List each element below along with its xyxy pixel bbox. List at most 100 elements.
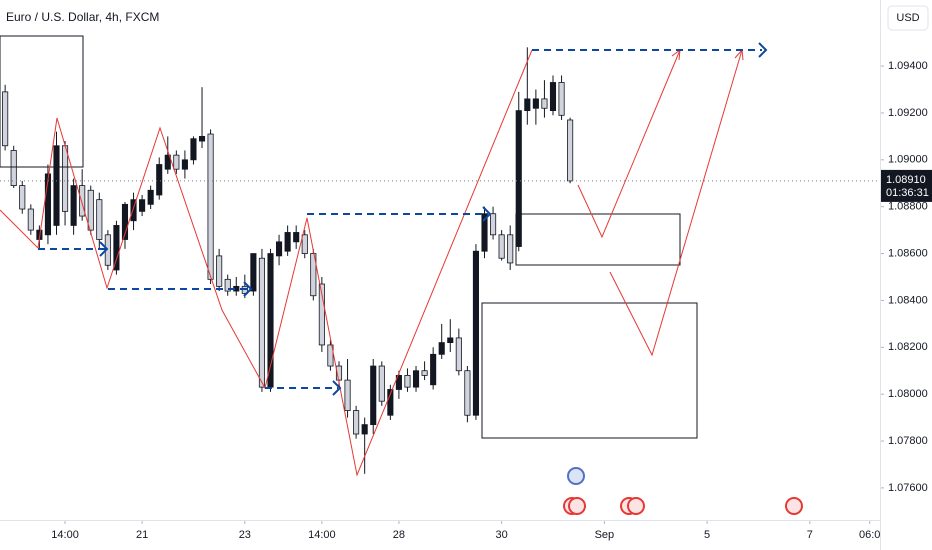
zone-box[interactable] <box>481 302 698 439</box>
candle-body <box>395 375 402 390</box>
candle-body <box>44 173 51 236</box>
x-tick-label: 28 <box>393 529 405 541</box>
candle-body <box>156 164 163 196</box>
zone-box[interactable] <box>0 35 84 168</box>
arrow-head <box>99 241 109 257</box>
candle-body <box>327 344 334 367</box>
event-icon[interactable] <box>568 497 586 515</box>
dashed-levels <box>38 49 762 389</box>
candle-body <box>113 225 120 271</box>
x-tick-label: 14:00 <box>308 529 336 541</box>
candle-body <box>216 255 223 287</box>
y-tick-label: 1.07600 <box>888 482 928 494</box>
y-tick-label: 1.08600 <box>888 247 928 259</box>
candle-body <box>524 98 531 112</box>
candle-body <box>19 185 26 210</box>
candle-body <box>507 234 514 264</box>
candle-body <box>10 150 17 186</box>
chart-title: Euro / U.S. Dollar, 4h, FXCM <box>6 10 159 24</box>
candle-body <box>181 159 188 170</box>
candle-body <box>284 232 291 252</box>
candle-body <box>301 234 308 254</box>
candle-body <box>532 98 539 109</box>
price-label-box <box>881 169 932 202</box>
arrow-head <box>482 206 492 222</box>
event-icons <box>563 467 803 515</box>
x-tick-label: 21 <box>136 529 148 541</box>
arrow-head <box>243 281 253 297</box>
candles <box>2 47 574 474</box>
projection[interactable] <box>609 49 743 357</box>
projection[interactable] <box>577 49 681 239</box>
countdown: 01:36:31 <box>886 187 929 199</box>
y-tick-label: 1.09200 <box>888 107 928 119</box>
candle-body <box>318 283 325 346</box>
candle-body <box>567 119 574 182</box>
candle-body <box>53 145 60 226</box>
candle-body <box>490 213 497 236</box>
y-tick-label: 1.08800 <box>888 201 928 213</box>
x-tick-label: 7 <box>807 529 813 541</box>
event-icon[interactable] <box>785 497 803 515</box>
y-tick-label: 1.08000 <box>888 388 928 400</box>
currency-button[interactable] <box>887 5 929 31</box>
x-tick-label: Sep <box>595 529 615 541</box>
candle-body <box>558 82 565 116</box>
y-tick-label: 1.08400 <box>888 294 928 306</box>
candle-body <box>258 257 265 388</box>
candle-body <box>378 365 385 402</box>
axes: 1.07600 1.07800 1.08000 1.08200 1.08400 1.086… <box>51 60 927 541</box>
arrow-head <box>758 42 768 58</box>
candle-body <box>190 138 197 161</box>
candle-body <box>27 208 34 231</box>
price-label: 1.08910 <box>886 174 926 186</box>
candle-body <box>438 342 445 355</box>
candle-body <box>541 98 548 109</box>
arrow-head <box>332 380 342 396</box>
candle-body <box>498 234 505 259</box>
candle-body <box>224 278 231 292</box>
candle-body <box>344 379 351 411</box>
event-icon[interactable] <box>567 467 585 485</box>
candle-body <box>447 337 454 344</box>
candle-body <box>472 250 480 416</box>
candle-body <box>353 410 360 435</box>
candle-body <box>62 145 69 212</box>
candle-body <box>515 110 522 247</box>
candle-body <box>121 203 129 240</box>
candle-body <box>147 189 154 205</box>
y-tick-label: 1.07800 <box>888 435 928 447</box>
candle-body <box>412 370 420 388</box>
candle-body <box>164 154 171 170</box>
zone-box[interactable] <box>515 213 681 266</box>
candle-body <box>276 241 283 257</box>
candle-body <box>2 91 9 147</box>
x-tick-label: 23 <box>239 529 251 541</box>
candle-body <box>173 154 180 170</box>
candle-body <box>70 185 77 226</box>
candle-body <box>87 189 94 231</box>
candle-body <box>250 253 257 292</box>
drawings <box>0 35 768 477</box>
zigzag[interactable] <box>0 49 533 477</box>
event-icon[interactable] <box>627 497 645 515</box>
currency-label: USD <box>896 12 919 24</box>
y-tick-label: 1.08200 <box>888 341 928 353</box>
candle-body <box>130 199 137 222</box>
x-tick-label: 30 <box>496 529 508 541</box>
arrow-heads <box>99 42 768 396</box>
candle-body <box>481 213 488 252</box>
candle-body <box>430 353 437 386</box>
candle-body <box>404 375 411 388</box>
candle-body <box>198 135 206 142</box>
candle-body <box>464 370 471 416</box>
candle-body <box>207 133 214 280</box>
y-tick-label: 1.09000 <box>888 154 928 166</box>
y-tick-label: 1.09400 <box>888 60 928 72</box>
x-tick-label: 5 <box>704 529 710 541</box>
x-tick-label: 14:00 <box>51 529 79 541</box>
candle-body <box>139 199 146 212</box>
